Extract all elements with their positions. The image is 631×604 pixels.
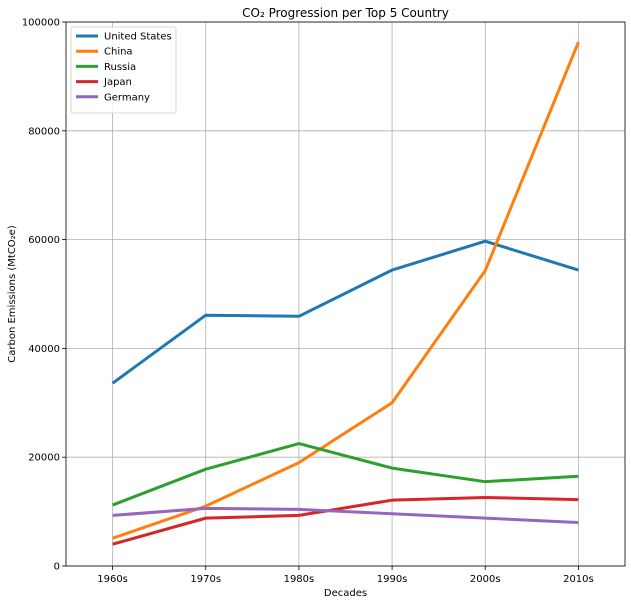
legend-label: Russia	[104, 62, 136, 73]
axis-ticks: 1960s 1970s 1980s 1990s 2000s 2010s 0 20000 4000…	[22, 18, 594, 586]
x-tick-label: 1960s	[97, 574, 128, 585]
y-tick-label: 0	[54, 562, 60, 573]
y-tick-label: 40000	[28, 344, 60, 355]
legend-label: Japan	[103, 77, 132, 88]
legend-label: Germany	[104, 92, 150, 103]
series-line-russia	[112, 442, 579, 507]
legend-label: China	[104, 47, 133, 58]
y-axis-label: Carbon Emissions (MtCO₂e)	[7, 225, 18, 363]
x-axis-label: Decades	[324, 588, 367, 599]
y-tick-label: 100000	[22, 18, 60, 29]
x-tick-label: 1980s	[284, 574, 315, 585]
chart-title: CO₂ Progression per Top 5 Country	[242, 6, 449, 20]
y-tick-label: 20000	[28, 453, 60, 464]
series-line-united-states	[111, 239, 579, 385]
x-tick-label: 2000s	[470, 574, 501, 585]
series-lines	[111, 41, 580, 546]
series-line-germany	[112, 506, 579, 524]
x-tick-label: 2010s	[563, 574, 594, 585]
series-line-china	[112, 41, 580, 540]
legend-label: United States	[104, 32, 172, 43]
plot-frame	[65, 21, 626, 567]
legend-box	[70, 26, 177, 114]
legend: United States China Russia Japan Germany	[70, 26, 177, 114]
y-tick-label: 80000	[28, 126, 60, 137]
x-tick-label: 1970s	[190, 574, 221, 585]
series-line-japan	[112, 495, 579, 546]
y-tick-label: 60000	[28, 235, 60, 246]
x-tick-label: 1990s	[377, 574, 408, 585]
